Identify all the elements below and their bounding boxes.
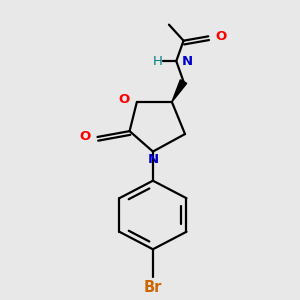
Text: O: O [79,130,90,143]
Polygon shape [172,80,187,102]
Text: H: H [152,55,162,68]
Text: O: O [118,92,130,106]
Text: O: O [216,30,227,43]
Text: N: N [182,55,193,68]
Text: N: N [147,153,158,166]
Text: Br: Br [144,280,162,295]
